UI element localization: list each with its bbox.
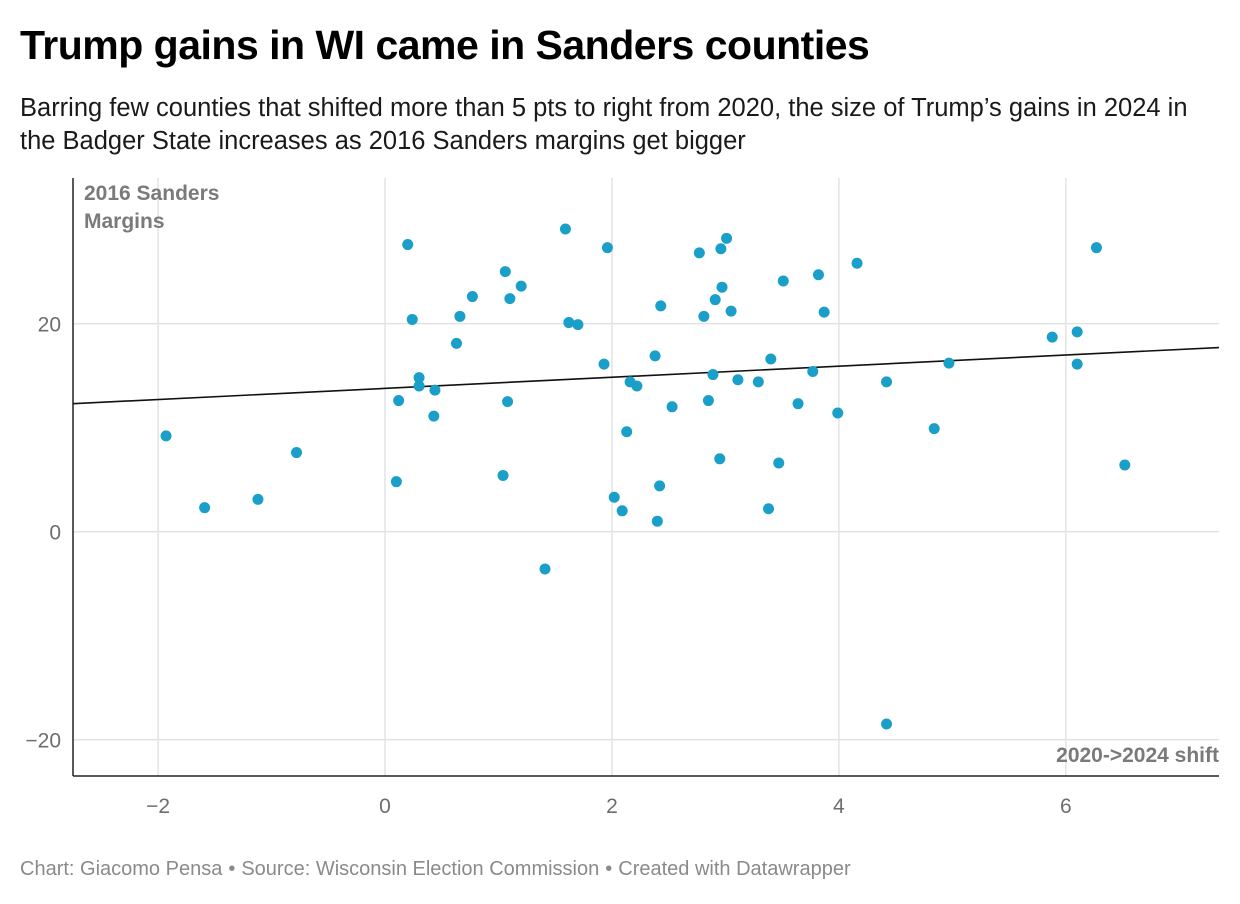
y-tick-label: 20 (38, 314, 61, 337)
data-point (714, 453, 726, 465)
data-point (721, 232, 733, 244)
x-tick-label: 0 (379, 795, 391, 818)
trend-line-group (72, 346, 1220, 405)
data-point (598, 358, 610, 370)
x-tick-label: 4 (833, 795, 845, 818)
chart-subtitle: Barring few counties that shifted more t… (20, 94, 1188, 155)
data-point (563, 317, 575, 329)
chart-title: Trump gains in WI came in Sanders counti… (20, 22, 870, 68)
data-point (559, 223, 571, 235)
data-point (928, 423, 940, 435)
data-point (616, 505, 628, 517)
data-point (666, 401, 678, 413)
data-point (1046, 331, 1058, 343)
data-point (716, 281, 728, 293)
data-point (807, 365, 819, 377)
data-point (291, 447, 303, 459)
y-axis-title: Margins (84, 210, 165, 233)
x-axis-title: 2020->2024 shift (1056, 744, 1219, 767)
y-axis-title: 2016 Sanders (84, 182, 219, 205)
data-point (451, 337, 463, 349)
data-point (765, 353, 777, 365)
data-point (1090, 242, 1102, 254)
data-point (698, 310, 710, 322)
data-point (818, 306, 830, 318)
data-point (499, 266, 511, 278)
footer-created-with: Created with Datawrapper (618, 858, 851, 880)
data-point (1071, 326, 1083, 338)
footer-separator: • (605, 858, 613, 880)
data-point (160, 430, 172, 442)
data-point (649, 350, 661, 362)
data-point (943, 357, 955, 369)
data-point (715, 243, 727, 255)
data-point (763, 503, 775, 515)
data-point (497, 469, 509, 481)
data-point (851, 257, 863, 269)
x-tick-label: −2 (146, 795, 170, 818)
data-point (621, 426, 633, 438)
data-point (406, 313, 418, 325)
data-point (572, 319, 584, 331)
data-point (199, 502, 211, 514)
data-point (454, 310, 466, 322)
footer-separator: • (228, 858, 236, 880)
data-point (428, 410, 440, 422)
data-point (413, 372, 425, 384)
data-point (654, 480, 666, 492)
data-point (651, 515, 663, 527)
data-point (608, 491, 620, 503)
data-point (773, 457, 785, 469)
data-point (1119, 459, 1131, 471)
axis-titles: 2016 Sanders Margins 2020->2024 shift (84, 182, 1219, 767)
data-point (390, 476, 402, 488)
data-point (252, 493, 264, 505)
data-point (502, 396, 514, 408)
data-point (655, 300, 667, 312)
data-point (812, 269, 824, 281)
data-point (466, 291, 478, 303)
data-point (402, 239, 414, 251)
data-point (429, 384, 441, 396)
data-point (504, 293, 516, 305)
axes (72, 178, 1219, 777)
x-tick-label: 2 (606, 795, 618, 818)
data-point (515, 280, 527, 292)
data-point (732, 374, 744, 386)
data-point (1071, 358, 1083, 370)
data-point (693, 247, 705, 259)
data-point (881, 718, 893, 730)
x-tick-label: 6 (1060, 795, 1072, 818)
chart-footer: Chart: Giacomo Pensa • Source: Wisconsin E… (20, 858, 851, 881)
data-point (881, 376, 893, 388)
data-point (777, 275, 789, 287)
grid-lines (73, 178, 1219, 776)
data-point (413, 380, 425, 392)
data-point (539, 563, 551, 575)
y-tick-label: −20 (25, 730, 61, 753)
data-point (725, 305, 737, 317)
data-point (832, 407, 844, 419)
data-point (792, 398, 804, 410)
data-point (752, 376, 764, 388)
footer-source: Source: Wisconsin Election Commission (241, 858, 600, 880)
data-point (702, 395, 714, 407)
y-tick-label: 0 (49, 522, 61, 545)
data-point (707, 369, 719, 381)
data-point (393, 395, 405, 407)
data-points (160, 223, 1131, 730)
data-point (709, 294, 721, 306)
data-point (631, 380, 643, 392)
trend-line (72, 346, 1220, 405)
data-point (601, 242, 613, 254)
footer-author: Chart: Giacomo Pensa (20, 858, 223, 880)
